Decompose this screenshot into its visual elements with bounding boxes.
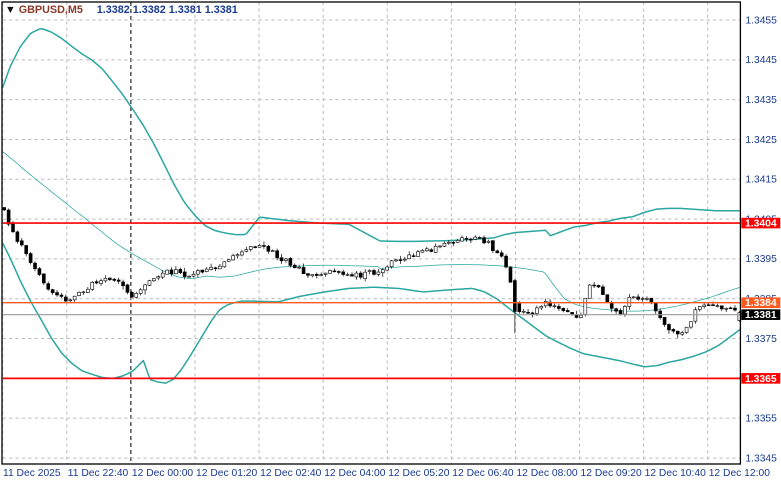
svg-text:1.3345: 1.3345 bbox=[745, 453, 777, 464]
svg-text:12 Dec 01:20: 12 Dec 01:20 bbox=[196, 468, 258, 479]
svg-text:12 Dec 09:20: 12 Dec 09:20 bbox=[581, 468, 643, 479]
svg-text:1.3445: 1.3445 bbox=[745, 55, 777, 66]
svg-text:1.3415: 1.3415 bbox=[745, 175, 777, 186]
svg-text:1.3384: 1.3384 bbox=[745, 298, 777, 309]
svg-text:12 Dec 06:40: 12 Dec 06:40 bbox=[452, 468, 514, 479]
svg-text:12 Dec 12:00: 12 Dec 12:00 bbox=[709, 468, 771, 479]
svg-text:12 Dec 02:40: 12 Dec 02:40 bbox=[260, 468, 322, 479]
svg-text:1.3381: 1.3381 bbox=[745, 310, 777, 321]
svg-text:12 Dec 00:00: 12 Dec 00:00 bbox=[132, 468, 194, 479]
svg-text:11 Dec 2025: 11 Dec 2025 bbox=[3, 468, 61, 479]
svg-text:12 Dec 08:00: 12 Dec 08:00 bbox=[516, 468, 578, 479]
svg-text:1.3435: 1.3435 bbox=[745, 95, 777, 106]
svg-text:1.3455: 1.3455 bbox=[745, 15, 777, 26]
svg-text:1.3375: 1.3375 bbox=[745, 334, 777, 345]
svg-text:11 Dec 22:40: 11 Dec 22:40 bbox=[68, 468, 129, 479]
svg-text:12 Dec 04:00: 12 Dec 04:00 bbox=[324, 468, 386, 479]
svg-text:1.3365: 1.3365 bbox=[745, 374, 777, 385]
svg-text:1.3425: 1.3425 bbox=[745, 135, 777, 146]
svg-text:12 Dec 05:20: 12 Dec 05:20 bbox=[388, 468, 450, 479]
svg-text:1.3355: 1.3355 bbox=[745, 414, 777, 425]
svg-text:1.3395: 1.3395 bbox=[745, 254, 777, 265]
svg-text:1.3404: 1.3404 bbox=[745, 219, 777, 230]
svg-text:12 Dec 10:40: 12 Dec 10:40 bbox=[645, 468, 707, 479]
